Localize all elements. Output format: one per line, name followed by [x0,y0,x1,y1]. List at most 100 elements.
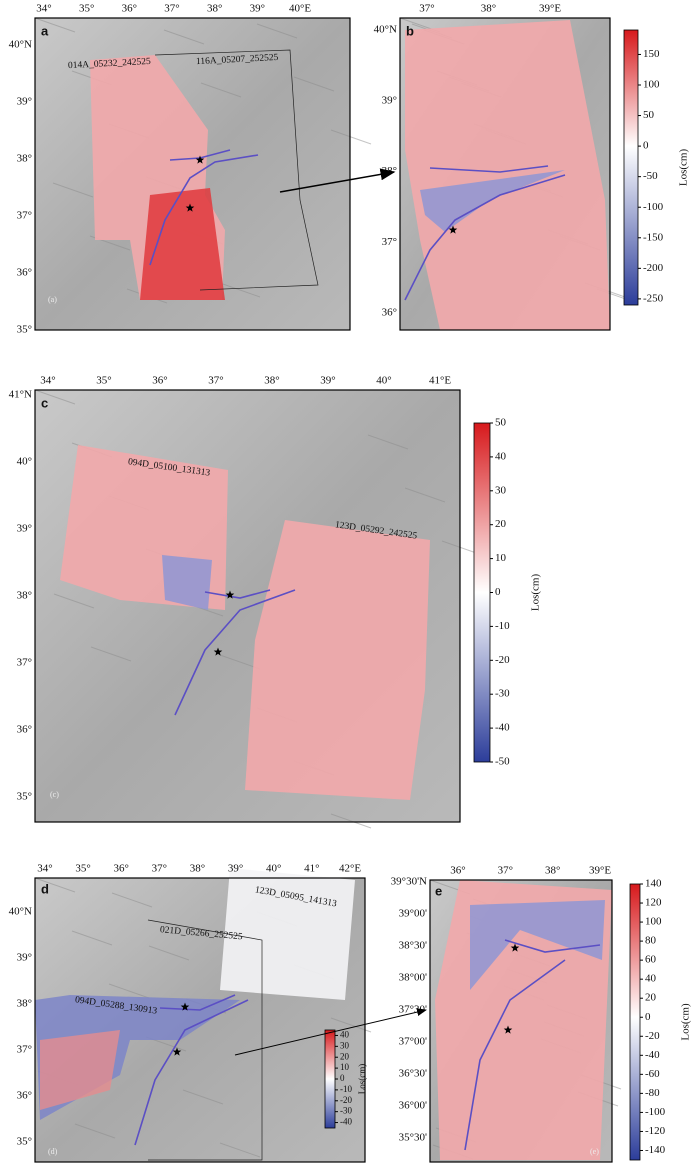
lat-label: 37° [17,657,32,669]
lat-label: 40°N [9,906,32,918]
lon-label: 39° [250,3,265,15]
fault-trace [504,939,601,953]
colorbar-tick-label: -80 [645,1087,660,1099]
map-frame [429,879,613,1163]
lon-label: 36° [122,3,137,15]
relief-ridge [34,877,76,893]
lat-label: 38°30' [399,940,427,952]
lon-label: 39°E [539,3,561,15]
relief-ridge [330,813,372,829]
relief-ridge [53,593,95,609]
relief-ridge [330,1017,372,1033]
lon-label: 36° [114,863,129,875]
colorbar-tick-label: -100 [645,1106,666,1118]
lat-label: 37° [17,1044,32,1056]
epicenter-star [180,1002,190,1011]
lat-label: 39°00' [399,908,427,920]
colorbar-tick-label: 40 [495,450,507,462]
relief-ridge [404,487,446,503]
colorbar-tick-label: 80 [645,935,657,947]
panel-letter: c [41,395,48,410]
epicenter-star [225,590,235,599]
corner-label: (d) [48,1147,58,1156]
lon-label: 39° [320,375,335,387]
panel-letter: a [41,23,49,38]
lat-label: 38° [17,998,32,1010]
colorbar-tick-label: 10 [495,552,507,564]
colorbar-tick-label: 0 [340,1073,345,1083]
map-panel: e 36° 37° 38° 39°E 39°30'N 39°00' 38°30' 38°00' 3… [391,865,692,1163]
colorbar-tick-label: 30 [495,484,507,496]
colorbar-tick-label: -20 [645,1030,660,1042]
corner-label: (c) [50,790,59,799]
zoom-arrow [234,1008,427,1056]
fault-trace [149,154,259,266]
track-outline [147,919,263,1161]
lat-label: 36° [17,1090,32,1102]
colorbar-tick-label: 100 [643,79,660,91]
colorbar-tick-label: 50 [495,417,507,429]
colorbar-tick-label: 0 [645,1011,651,1023]
map-panel: b 37° 38° 39°E 40°N 39° 38° 37° 36° 150 100 50 0 -50 -… [374,3,690,331]
swath-high [140,188,225,300]
lat-label: 40°N [374,24,397,36]
lat-label: 37°00' [399,1036,427,1048]
colorbar-tick-label: 0 [495,586,501,598]
colorbar-tick-label: -30 [340,1106,352,1116]
lat-label: 40° [17,456,32,468]
fault-trace [429,165,549,173]
lon-label: 41° [304,863,319,875]
insar-swath [405,20,610,330]
lat-label: 38° [17,153,32,165]
fault-trace [464,959,566,1151]
lon-label: 37° [498,865,513,877]
colorbar-tick-label: -50 [643,170,658,182]
colorbar-tick-label: 0 [643,140,649,152]
colorbar-tick-label: 40 [340,1030,350,1040]
colorbar-tick-label: -200 [643,262,664,274]
relief-ridge [71,930,113,946]
lat-label: 36°30' [399,1068,427,1080]
lon-label: 38° [264,375,279,387]
lat-label: 41°N [9,389,32,401]
epicenter-star [195,155,205,164]
lat-label: 35° [17,324,32,336]
lat-label: 39° [382,94,397,106]
map-frame [399,17,611,331]
colorbar-tick-label: -60 [645,1068,660,1080]
epicenter-star [172,1047,182,1056]
lat-label: 35° [17,1136,32,1148]
lon-label: 41°E [429,375,451,387]
relief-ridge [330,129,372,145]
colorbar-tick-label: -40 [645,1049,660,1061]
colorbar-label: Los(cm) [357,1064,367,1095]
colorbar-label: Los(cm) [678,149,690,187]
lat-label: 35°30' [399,1132,427,1144]
lat-label: 39° [17,523,32,535]
colorbar-label: Los(cm) [530,574,542,612]
relief-ridge [108,983,150,999]
map-panel: a 34° 35° 36° 37° 38° 39° 40°E 40°N 39° 38° 37° 36° 3… [9,3,372,336]
lat-label: 40°N [9,39,32,51]
fault-trace [159,994,236,1011]
relief-ridge [219,1142,261,1158]
colorbar [623,29,639,306]
swath-low [162,555,212,610]
relief-ridge [163,29,205,45]
lat-label: 37°30' [399,1004,427,1016]
swath-low [470,900,605,990]
colorbar-tick-label: -50 [495,756,510,768]
panel-letter: b [406,23,414,38]
lon-label: 40°E [289,3,311,15]
lat-label: 36° [17,267,32,279]
colorbar-tick-label: -10 [495,620,510,632]
fault-trace [134,999,249,1146]
swath-low [420,170,565,232]
epicenter-star [185,203,195,212]
lon-label: 34° [40,375,55,387]
colorbar-tick-label: 40 [645,973,657,985]
lat-label: 39°30'N [391,876,427,888]
lon-label: 39° [228,863,243,875]
relief-ridge [111,892,153,908]
